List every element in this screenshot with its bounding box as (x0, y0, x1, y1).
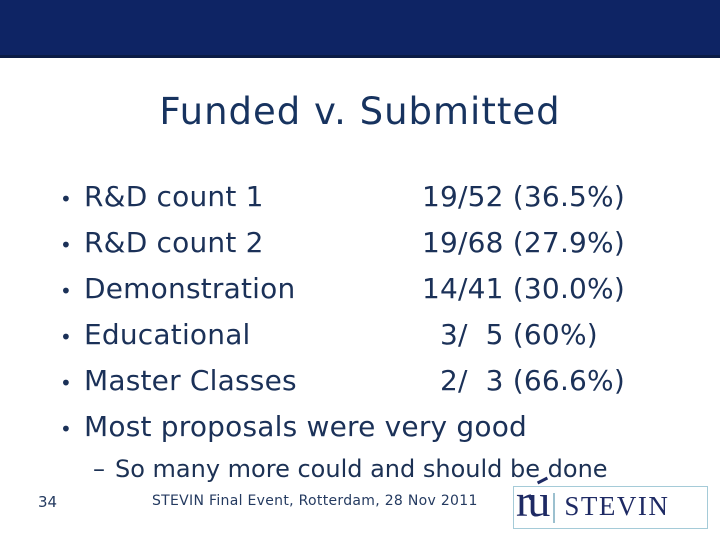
bullet-row: • Demonstration 14/41 (30.0%) (60, 266, 688, 312)
bullet-list: • R&D count 1 19/52 (36.5%) • R&D count … (60, 174, 688, 484)
sub-bullet-text: So many more could and should be done (115, 455, 608, 483)
bullet-row: • R&D count 2 19/68 (27.9%) (60, 220, 688, 266)
logo-divider (553, 492, 556, 523)
bullet-icon: • (60, 371, 72, 395)
bullet-row: • Master Classes 2/ 3 (66.6%) (60, 358, 688, 404)
bullet-label: Educational (84, 318, 251, 351)
slide-title: Funded v. Submitted (159, 90, 561, 133)
bullet-row: • Most proposals were very good (60, 404, 688, 450)
bullet-icon: • (60, 417, 72, 441)
stevin-wordmark: STEVIN (564, 491, 670, 521)
bullet-stat: 14/41 (30.0%) (422, 272, 625, 305)
bullet-label: Demonstration (84, 272, 296, 305)
sub-bullet-dash-icon: – (93, 455, 105, 483)
bullet-icon: • (60, 187, 72, 211)
header-bar (0, 0, 720, 58)
ru-logo-text: ru (516, 474, 550, 526)
sub-bullet: – So many more could and should be done (60, 454, 688, 484)
bullet-label: Master Classes (84, 364, 297, 397)
bullet-stat: 3/ 5 (60%) (422, 318, 598, 351)
radboud-ru-logo: ru (516, 474, 550, 526)
footer-text: STEVIN Final Event, Rotterdam, 28 Nov 20… (152, 493, 478, 509)
bullet-row: • Educational 3/ 5 (60%) (60, 312, 688, 358)
bullet-label: R&D count 2 (84, 226, 264, 259)
bullet-stat: 19/52 (36.5%) (422, 180, 625, 213)
bullet-icon: • (60, 233, 72, 257)
bullet-label: Most proposals were very good (84, 410, 528, 443)
bullet-label: R&D count 1 (84, 180, 264, 213)
bullet-row: • R&D count 1 19/52 (36.5%) (60, 174, 688, 220)
bullet-stat: 19/68 (27.9%) (422, 226, 625, 259)
bullet-icon: • (60, 325, 72, 349)
slide-number: 34 (38, 493, 58, 511)
bullet-stat: 2/ 3 (66.6%) (422, 364, 625, 397)
logo-box: ru STEVIN (513, 476, 708, 529)
bullet-icon: • (60, 279, 72, 303)
